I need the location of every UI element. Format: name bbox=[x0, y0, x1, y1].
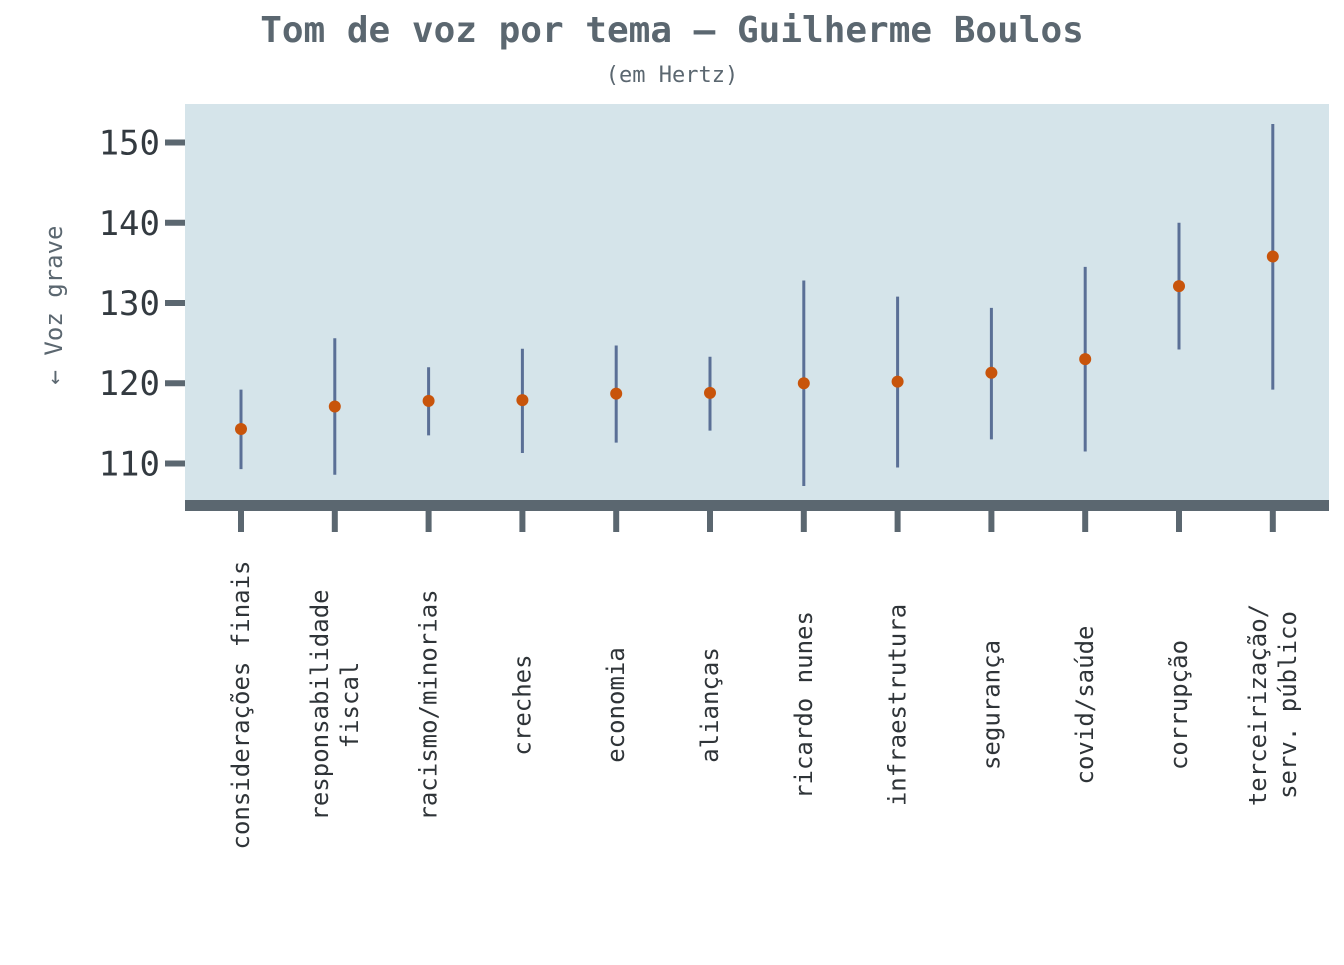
x-tick-label: covid/saúde bbox=[1071, 626, 1099, 785]
x-tick-label-line: ricardo nunes bbox=[790, 611, 818, 799]
data-point bbox=[516, 394, 529, 407]
chart-title: Tom de voz por tema – Guilherme Boulos bbox=[260, 10, 1084, 51]
x-tick-label-line: considerações finais bbox=[227, 561, 255, 850]
x-tick-label-line: terceirização/ bbox=[1244, 604, 1272, 806]
x-tick-label-line: serv. público bbox=[1274, 611, 1302, 799]
data-point bbox=[704, 386, 716, 399]
x-tick-label-line: fiscal bbox=[336, 662, 364, 749]
y-axis-label: ← Voz grave bbox=[40, 226, 68, 385]
data-point bbox=[610, 387, 623, 400]
x-tick-label: alianças bbox=[696, 647, 724, 763]
x-tick-label-line: responsabilidade bbox=[306, 589, 334, 820]
x-tick-label: terceirização/serv. público bbox=[1244, 604, 1302, 806]
data-point bbox=[1266, 250, 1279, 263]
x-tick-label-line: alianças bbox=[696, 647, 724, 763]
data-point bbox=[235, 422, 247, 435]
x-tick-label: racismo/minorias bbox=[415, 589, 443, 820]
y-tick-label: 110 bbox=[99, 444, 160, 484]
data-point bbox=[985, 366, 998, 379]
y-tick-label: 140 bbox=[99, 204, 160, 244]
plot-layer: 110 120 130 140 150 considerações finais respo… bbox=[99, 104, 1329, 849]
data-point bbox=[328, 400, 341, 413]
data-point bbox=[1173, 280, 1185, 293]
y-tick-label: 130 bbox=[99, 284, 160, 324]
x-tick-label: infraestrutura bbox=[884, 604, 912, 806]
x-tick-label-line: corrupção bbox=[1165, 640, 1193, 770]
x-tick-label-line: covid/saúde bbox=[1071, 626, 1099, 785]
x-tick-label-line: segurança bbox=[977, 640, 1005, 770]
data-point bbox=[1079, 353, 1092, 366]
x-axis-line bbox=[185, 500, 1329, 511]
x-tick-label: ricardo nunes bbox=[790, 611, 818, 799]
data-point bbox=[422, 394, 435, 407]
x-tick-label: economia bbox=[602, 647, 630, 763]
x-tick-label-line: economia bbox=[602, 647, 630, 763]
x-tick-label: creches bbox=[508, 654, 536, 755]
data-point bbox=[891, 375, 904, 388]
x-tick-label-line: racismo/minorias bbox=[415, 589, 443, 820]
chart-subtitle: (em Hertz) bbox=[606, 63, 738, 88]
plot-panel bbox=[185, 104, 1329, 502]
y-tick-label: 120 bbox=[99, 364, 160, 404]
x-tick-label: corrupção bbox=[1165, 640, 1193, 770]
x-tick-label: segurança bbox=[977, 640, 1005, 770]
x-tick-label: responsabilidadefiscal bbox=[306, 589, 364, 820]
x-tick-label-line: infraestrutura bbox=[884, 604, 912, 806]
x-tick-label: considerações finais bbox=[227, 561, 255, 850]
y-tick-label: 150 bbox=[99, 124, 160, 164]
x-tick-label-line: creches bbox=[508, 654, 536, 755]
data-point bbox=[797, 377, 810, 390]
